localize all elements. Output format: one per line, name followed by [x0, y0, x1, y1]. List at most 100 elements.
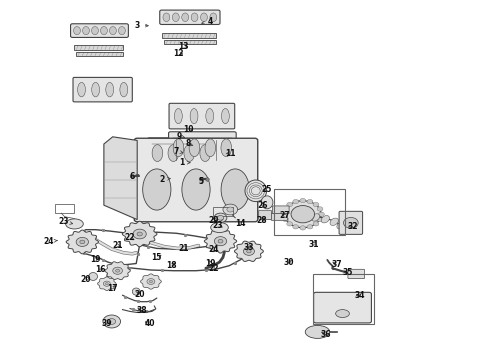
Circle shape — [313, 202, 319, 207]
Text: 37: 37 — [332, 260, 343, 269]
Ellipse shape — [173, 139, 184, 157]
Bar — [313, 274, 374, 324]
Circle shape — [113, 267, 122, 274]
Ellipse shape — [66, 219, 83, 229]
Ellipse shape — [168, 145, 179, 162]
Text: 32: 32 — [347, 222, 358, 231]
Circle shape — [293, 199, 298, 204]
Circle shape — [244, 247, 254, 255]
Ellipse shape — [200, 145, 211, 162]
Circle shape — [281, 212, 287, 216]
Text: 5: 5 — [198, 177, 203, 186]
Circle shape — [247, 250, 251, 253]
Bar — [76, 52, 122, 56]
Circle shape — [283, 217, 289, 222]
Text: 9: 9 — [176, 132, 185, 140]
Text: 22: 22 — [124, 233, 135, 242]
Text: 29: 29 — [208, 216, 219, 225]
Bar — [164, 40, 216, 44]
Ellipse shape — [189, 139, 200, 157]
Ellipse shape — [200, 13, 207, 22]
Ellipse shape — [152, 145, 163, 162]
Polygon shape — [235, 241, 264, 261]
Circle shape — [287, 202, 293, 207]
Ellipse shape — [106, 82, 114, 97]
FancyBboxPatch shape — [169, 132, 236, 167]
Text: 27: 27 — [279, 211, 290, 220]
Ellipse shape — [172, 13, 179, 22]
Text: 25: 25 — [262, 184, 272, 194]
Text: 1: 1 — [179, 158, 190, 167]
Text: 8: 8 — [186, 139, 193, 148]
Bar — [74, 45, 123, 50]
Ellipse shape — [221, 139, 232, 157]
Ellipse shape — [184, 145, 195, 162]
Ellipse shape — [305, 325, 330, 338]
Text: 28: 28 — [257, 216, 268, 225]
Bar — [213, 207, 233, 216]
Circle shape — [313, 222, 319, 226]
Ellipse shape — [284, 201, 321, 228]
Polygon shape — [98, 277, 116, 291]
Circle shape — [227, 207, 234, 212]
Ellipse shape — [190, 108, 198, 124]
Ellipse shape — [221, 108, 229, 124]
Ellipse shape — [100, 27, 107, 35]
FancyBboxPatch shape — [271, 213, 288, 220]
Ellipse shape — [330, 218, 339, 225]
FancyBboxPatch shape — [339, 211, 363, 234]
Text: 20: 20 — [80, 274, 91, 284]
Circle shape — [343, 217, 358, 228]
Bar — [274, 189, 345, 235]
FancyBboxPatch shape — [73, 77, 132, 102]
Ellipse shape — [77, 82, 85, 97]
Bar — [55, 204, 74, 213]
Polygon shape — [122, 221, 157, 247]
Circle shape — [147, 279, 155, 284]
Circle shape — [317, 207, 323, 211]
Ellipse shape — [120, 82, 128, 97]
Bar — [162, 33, 216, 38]
Ellipse shape — [261, 196, 273, 209]
Circle shape — [76, 237, 89, 247]
Ellipse shape — [205, 139, 216, 157]
Circle shape — [307, 225, 313, 229]
Circle shape — [133, 229, 146, 239]
Text: 12: 12 — [173, 49, 184, 58]
Text: 4: 4 — [202, 17, 213, 26]
Ellipse shape — [291, 206, 315, 223]
Text: 40: 40 — [144, 320, 155, 328]
Text: 17: 17 — [107, 284, 118, 293]
Ellipse shape — [245, 180, 267, 202]
Ellipse shape — [211, 222, 228, 233]
Text: 19: 19 — [205, 259, 216, 268]
Circle shape — [149, 280, 152, 283]
Circle shape — [300, 226, 306, 230]
Text: 35: 35 — [343, 269, 353, 277]
Circle shape — [137, 232, 142, 236]
Circle shape — [214, 237, 227, 246]
Circle shape — [223, 204, 238, 215]
Ellipse shape — [174, 108, 182, 124]
Ellipse shape — [92, 27, 98, 35]
Text: 3: 3 — [135, 21, 148, 30]
Text: 24: 24 — [208, 245, 219, 253]
Circle shape — [80, 240, 85, 244]
Text: 16: 16 — [95, 266, 106, 274]
Circle shape — [108, 319, 116, 324]
Ellipse shape — [336, 310, 349, 318]
Ellipse shape — [221, 169, 249, 210]
Polygon shape — [66, 230, 98, 254]
FancyBboxPatch shape — [314, 292, 371, 323]
Circle shape — [214, 213, 227, 222]
Ellipse shape — [143, 169, 171, 210]
Text: 13: 13 — [178, 42, 189, 51]
Ellipse shape — [132, 288, 140, 295]
Text: 10: 10 — [183, 125, 194, 134]
FancyBboxPatch shape — [147, 138, 215, 171]
Text: 15: 15 — [151, 253, 162, 262]
Circle shape — [103, 281, 110, 286]
Ellipse shape — [206, 108, 214, 124]
Text: 20: 20 — [134, 290, 145, 299]
Text: 21: 21 — [112, 241, 123, 250]
